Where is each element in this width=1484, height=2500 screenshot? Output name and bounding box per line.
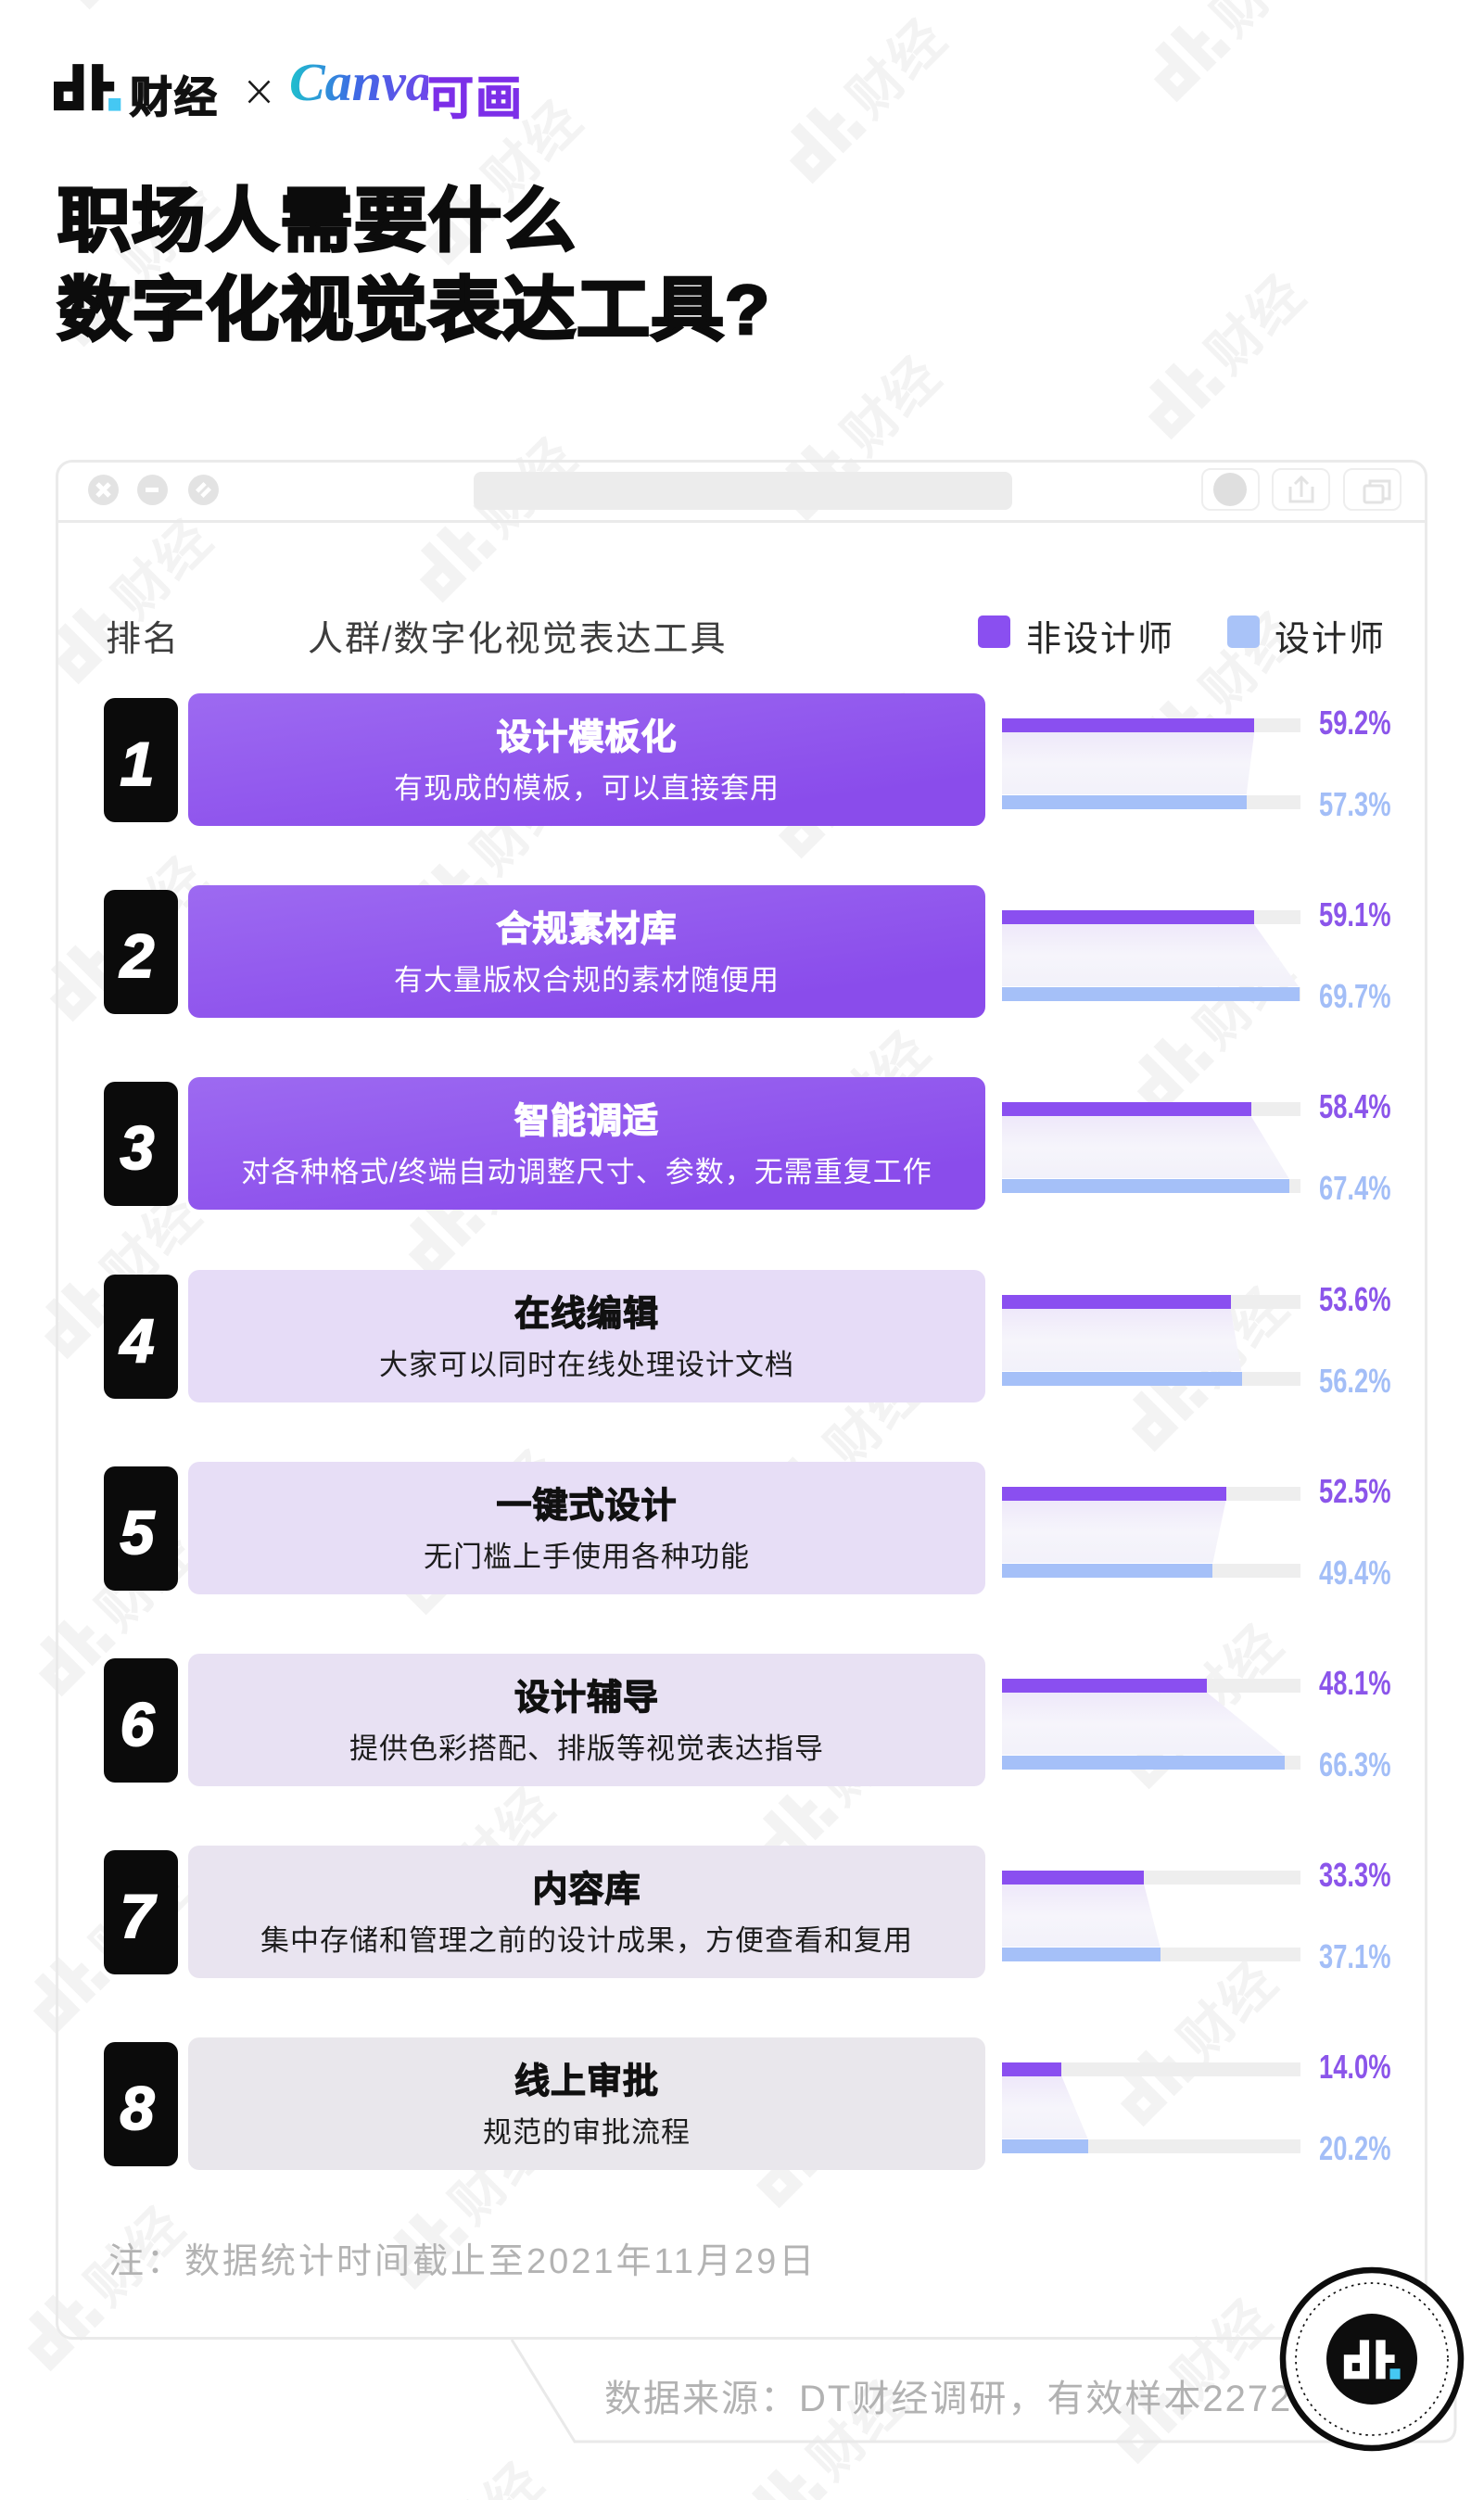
svg-text:Canva: Canva — [289, 54, 428, 112]
